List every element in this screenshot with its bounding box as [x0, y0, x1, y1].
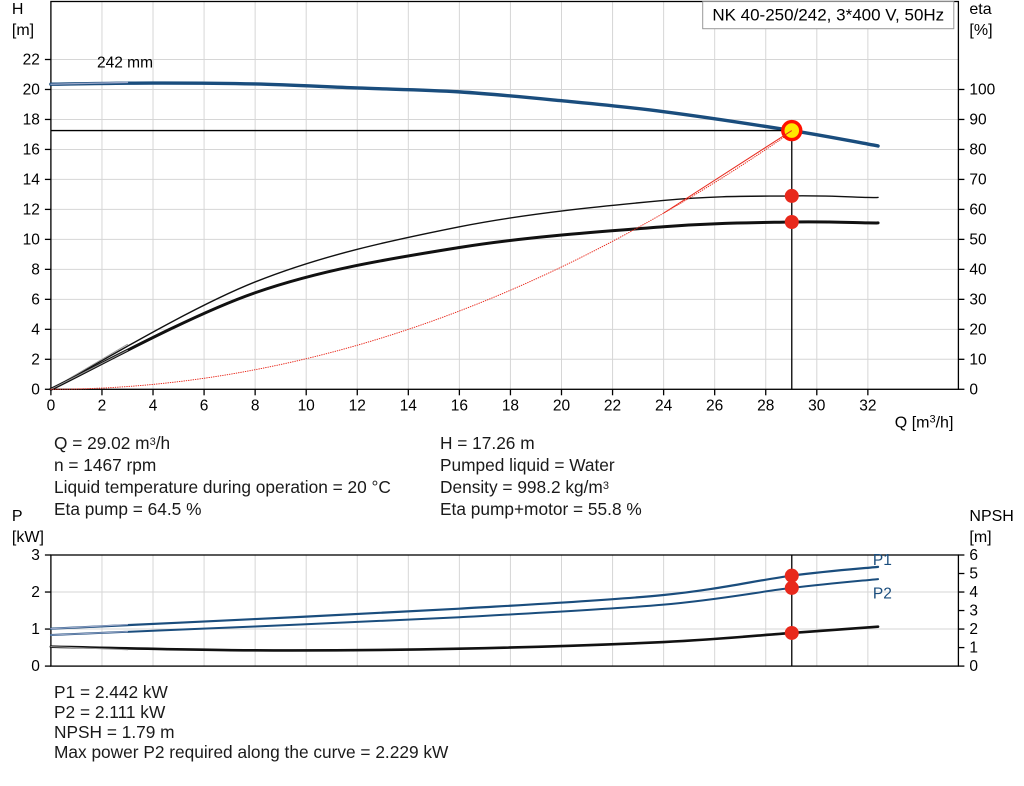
svg-text:18: 18: [502, 397, 519, 414]
svg-text:22: 22: [604, 397, 621, 414]
svg-text:0: 0: [31, 658, 40, 675]
svg-text:20: 20: [969, 321, 987, 338]
svg-text:5: 5: [969, 566, 978, 583]
svg-text:8: 8: [31, 261, 40, 278]
svg-text:20: 20: [553, 397, 571, 414]
svg-text:eta: eta: [969, 1, 991, 18]
svg-text:6: 6: [200, 397, 209, 414]
svg-text:Q [m3/h]: Q [m3/h]: [895, 413, 954, 431]
svg-text:24: 24: [655, 397, 673, 414]
svg-text:70: 70: [969, 171, 987, 188]
svg-text:16: 16: [23, 141, 40, 158]
svg-text:4: 4: [969, 584, 978, 601]
svg-text:14: 14: [400, 397, 418, 414]
svg-text:12: 12: [23, 201, 40, 218]
svg-text:10: 10: [298, 397, 316, 414]
svg-text:242 mm: 242 mm: [97, 55, 153, 72]
svg-text:28: 28: [757, 397, 774, 414]
svg-text:20: 20: [23, 81, 41, 98]
svg-text:6: 6: [969, 547, 978, 564]
svg-text:2: 2: [969, 621, 978, 638]
svg-text:10: 10: [23, 231, 41, 248]
svg-text:2: 2: [98, 397, 107, 414]
svg-text:2: 2: [31, 584, 40, 601]
svg-text:0: 0: [47, 397, 56, 414]
svg-text:NPSH: NPSH: [969, 508, 1013, 525]
svg-text:H: H: [12, 1, 24, 18]
svg-text:30: 30: [969, 291, 987, 308]
svg-text:40: 40: [969, 261, 987, 278]
svg-text:8: 8: [251, 397, 260, 414]
svg-text:80: 80: [969, 141, 987, 158]
svg-text:[kW]: [kW]: [12, 529, 44, 546]
svg-text:NK 40-250/242, 3*400 V, 50Hz: NK 40-250/242, 3*400 V, 50Hz: [712, 6, 944, 25]
svg-text:4: 4: [149, 397, 158, 414]
svg-text:P2: P2: [873, 586, 892, 603]
svg-text:90: 90: [969, 111, 987, 128]
svg-text:1: 1: [969, 640, 978, 657]
svg-text:2: 2: [31, 351, 40, 368]
svg-text:22: 22: [23, 52, 40, 69]
svg-text:0: 0: [969, 381, 978, 398]
svg-text:32: 32: [859, 397, 876, 414]
svg-text:100: 100: [969, 81, 995, 98]
svg-text:[m]: [m]: [969, 529, 991, 546]
svg-text:14: 14: [23, 171, 41, 188]
svg-text:16: 16: [451, 397, 468, 414]
svg-text:50: 50: [969, 231, 987, 248]
svg-text:12: 12: [349, 397, 366, 414]
svg-text:[m]: [m]: [12, 22, 34, 39]
svg-text:[%]: [%]: [969, 22, 992, 39]
svg-text:4: 4: [31, 321, 40, 338]
svg-text:6: 6: [31, 291, 40, 308]
svg-text:30: 30: [808, 397, 826, 414]
svg-text:18: 18: [23, 111, 40, 128]
svg-text:1: 1: [31, 621, 40, 638]
svg-text:P: P: [12, 508, 23, 525]
svg-text:3: 3: [31, 547, 40, 564]
svg-text:P1: P1: [873, 552, 892, 569]
svg-text:3: 3: [969, 603, 978, 620]
svg-text:60: 60: [969, 201, 987, 218]
svg-text:10: 10: [969, 351, 987, 368]
svg-text:26: 26: [706, 397, 723, 414]
svg-text:0: 0: [969, 658, 978, 675]
svg-text:0: 0: [31, 381, 40, 398]
